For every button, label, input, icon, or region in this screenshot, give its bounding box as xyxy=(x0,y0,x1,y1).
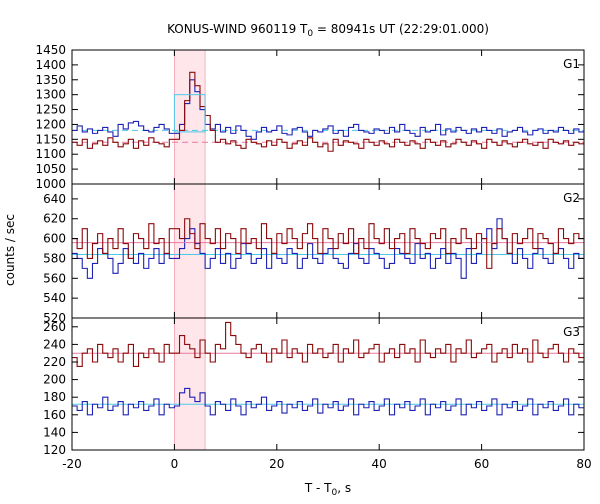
panel-label: G3 xyxy=(563,325,580,339)
plot-layer: 1000105011001150120012501300135014001450… xyxy=(35,43,591,471)
chart-title-subscript: 0 xyxy=(307,29,313,39)
y-tick-label: 1450 xyxy=(35,43,66,57)
y-tick-label: 1050 xyxy=(35,162,66,176)
y-tick-label: 1000 xyxy=(35,177,66,191)
y-axis-label: counts / sec xyxy=(3,214,17,286)
y-tick-label: 180 xyxy=(43,390,66,404)
y-tick-label: 640 xyxy=(43,192,66,206)
x-tick-label: 40 xyxy=(372,457,387,471)
panel-g2: 520 540 560 580 600 620 640 G2 xyxy=(43,183,585,325)
y-tick-label: 200 xyxy=(43,373,66,387)
shaded-interval xyxy=(174,50,206,184)
y-tick-label: 1300 xyxy=(35,88,66,102)
chart-title-prefix: KONUS-WIND 960119 T xyxy=(167,22,308,36)
y-tick-label: 560 xyxy=(43,271,66,285)
y-tick-label: 220 xyxy=(43,355,66,369)
y-tick-label: 1400 xyxy=(35,58,66,72)
x-tick-label: 60 xyxy=(474,457,489,471)
y-tick-label: 240 xyxy=(43,337,66,351)
x-axis-label-suffix: , s xyxy=(337,481,351,495)
series-red-histogram xyxy=(72,218,584,269)
x-tick-label: -20 xyxy=(62,457,82,471)
panel-label: G1 xyxy=(563,57,580,71)
x-axis-label-subscript: 0 xyxy=(332,488,338,498)
y-tick-label: 620 xyxy=(43,212,66,226)
x-axis-label: T - T0, s xyxy=(304,481,351,498)
y-tick-label: 1350 xyxy=(35,73,66,87)
series-red-histogram xyxy=(72,71,584,152)
y-tick-label: 580 xyxy=(43,251,66,265)
y-tick-label: 1150 xyxy=(35,132,66,146)
series-blue-histogram xyxy=(72,218,584,279)
series-red-histogram xyxy=(72,321,584,367)
y-tick-label: 540 xyxy=(43,291,66,305)
y-tick-label: 600 xyxy=(43,232,66,246)
x-tick-label: 80 xyxy=(576,457,591,471)
y-tick-label: 120 xyxy=(43,443,66,457)
y-tick-label: 1250 xyxy=(35,103,66,117)
chart-title: KONUS-WIND 960119 T0 = 80941s UT (22:29:… xyxy=(167,22,489,39)
peak-interval-box xyxy=(173,94,206,133)
panel-frame xyxy=(71,49,585,185)
y-tick-label: 140 xyxy=(43,425,66,439)
panel-g3: 120 140 160 180 200 220 240 260 G3 xyxy=(43,317,585,457)
chart-title-suffix: = 80941s UT (22:29:01.000) xyxy=(313,22,489,36)
series-blue-histogram xyxy=(72,79,584,140)
y-tick-label: 1200 xyxy=(35,117,66,131)
x-tick-label: 20 xyxy=(269,457,284,471)
series-blue-histogram xyxy=(72,387,584,416)
panel-g1: 1000105011001150120012501300135014001450… xyxy=(35,43,585,191)
y-tick-label: 1100 xyxy=(35,147,66,161)
y-tick-label: 260 xyxy=(43,320,66,334)
panel-frame xyxy=(71,317,585,451)
panel-label: G2 xyxy=(563,191,580,205)
y-tick-label: 160 xyxy=(43,408,66,422)
x-axis-label-prefix: T - T xyxy=(304,481,332,495)
x-tick-label: 0 xyxy=(171,457,179,471)
y-tick-label: 520 xyxy=(43,311,66,325)
